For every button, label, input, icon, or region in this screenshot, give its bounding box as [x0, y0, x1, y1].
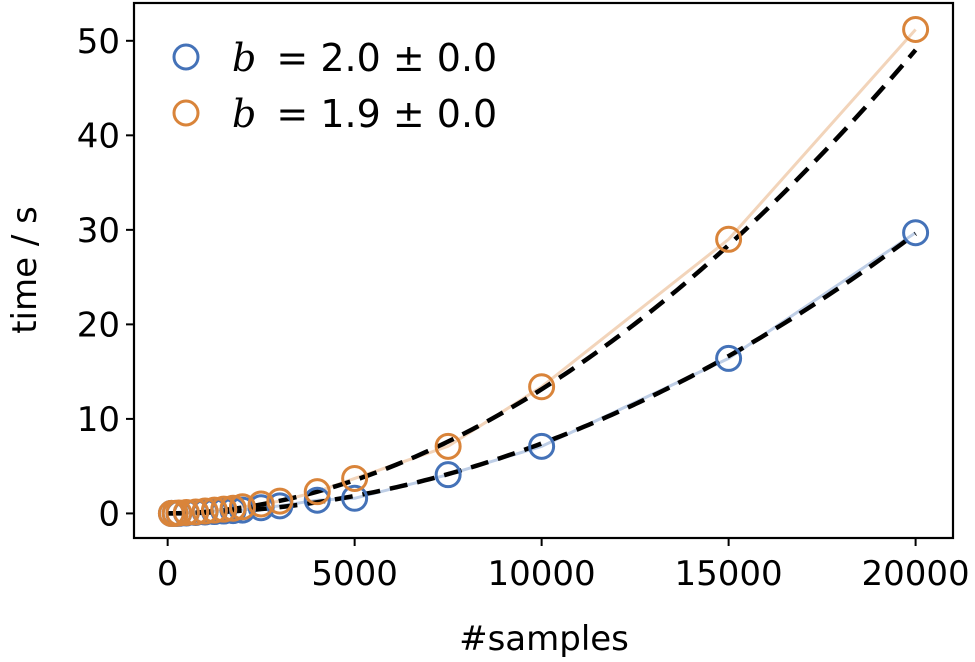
- series-2-point: [904, 17, 928, 41]
- data-point-layer: [159, 17, 927, 525]
- y-tick-label: 40: [77, 116, 120, 156]
- y-tick-label: 0: [98, 494, 120, 534]
- x-tick-label: 20000: [862, 554, 970, 594]
- legend-var-series-1: b: [232, 36, 256, 80]
- legend-value-series-2: = 1.9 ± 0.0: [276, 92, 497, 136]
- y-tick-label: 10: [77, 400, 120, 440]
- legend-marker-series-1: [174, 45, 198, 69]
- legend-label-series-2: b = 1.9 ± 0.0: [232, 92, 497, 136]
- legend-marker-series-2: [174, 101, 198, 125]
- x-tick-label: 0: [157, 554, 179, 594]
- y-tick-label: 30: [77, 211, 120, 251]
- legend-var-series-2: b: [232, 92, 256, 136]
- series-1-trace: [171, 233, 915, 514]
- y-tick-label: 20: [77, 305, 120, 345]
- series-1-point: [904, 221, 928, 245]
- x-tick-label: 5000: [311, 554, 398, 594]
- x-tick-label: 15000: [675, 554, 783, 594]
- y-axis-label: time / s: [5, 206, 45, 334]
- x-tick-label: 10000: [488, 554, 596, 594]
- y-tick-label: 50: [77, 22, 120, 62]
- legend-value-series-1: = 2.0 ± 0.0: [276, 36, 497, 80]
- x-axis-label: #samples: [459, 619, 629, 659]
- legend-label-series-1: b = 2.0 ± 0.0: [232, 36, 497, 80]
- legend: b = 2.0 ± 0.0 b = 1.9 ± 0.0: [174, 36, 497, 136]
